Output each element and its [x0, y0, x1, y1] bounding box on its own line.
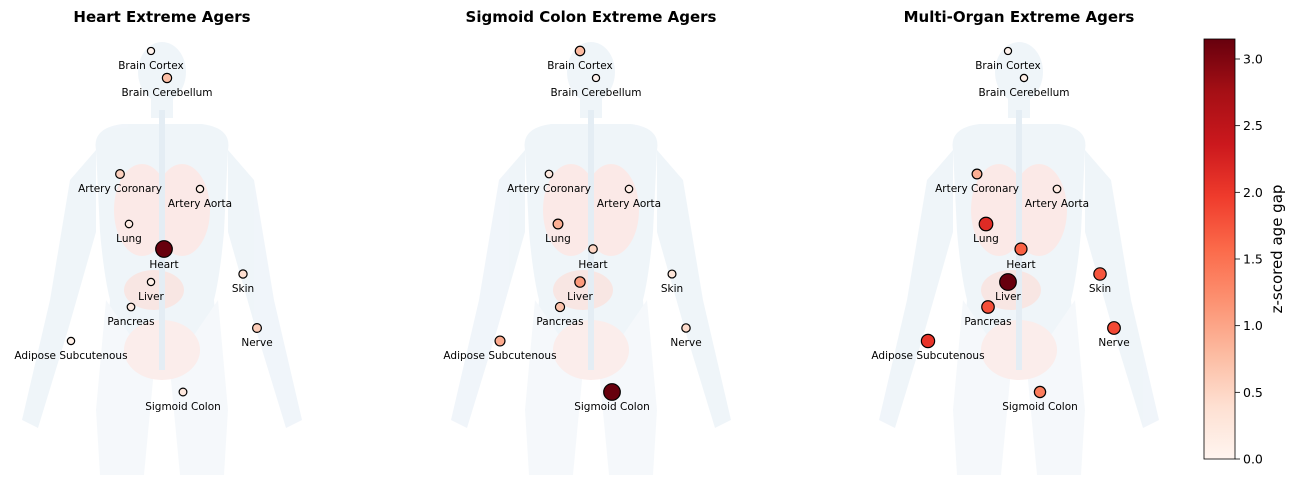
organ-marker-artery-coronary: [115, 169, 125, 179]
organ-label-skin: Skin: [232, 283, 254, 295]
organ-label-brain-cortex: Brain Cortex: [118, 60, 184, 72]
colorbar: 0.0 0.5 1.0 1.5 2.0 2.5 3.0 z-scored age gap: [1203, 38, 1286, 467]
organ-marker-liver: [999, 273, 1017, 291]
colorbar-tick-label: 0.0: [1243, 452, 1263, 467]
organ-label-heart: Heart: [578, 259, 607, 271]
organ-label-adipose-subcutenous: Adipose Subcutenous: [14, 350, 127, 362]
organ-markers: Brain Cortex Brain Cerebellum Artery Coron…: [443, 45, 702, 413]
organ-marker-nerve: [1107, 321, 1121, 335]
organ-label-lung: Lung: [116, 233, 142, 245]
colorbar-tick-label: 2.0: [1243, 185, 1263, 200]
organ-label-brain-cerebellum: Brain Cerebellum: [121, 87, 212, 99]
body-silhouette: [22, 42, 302, 475]
organ-marker-brain-cerebellum: [591, 73, 601, 83]
organ-marker-artery-aorta: [1052, 184, 1062, 194]
organ-marker-brain-cerebellum: [161, 72, 173, 84]
organ-label-nerve: Nerve: [1098, 337, 1129, 349]
organ-marker-pancreas: [981, 300, 995, 314]
colorbar-tick-label: 3.0: [1243, 52, 1263, 67]
organ-marker-liver: [574, 276, 586, 288]
organ-marker-lung: [978, 216, 994, 232]
organ-label-adipose-subcutenous: Adipose Subcutenous: [443, 350, 556, 362]
organ-label-nerve: Nerve: [670, 337, 701, 349]
organ-markers: Brain Cortex Brain Cerebellum Artery Coron…: [14, 46, 273, 413]
organ-label-sigmoid-colon: Sigmoid Colon: [1002, 401, 1078, 413]
colorbar-gradient: [1203, 38, 1236, 460]
panel-title: Heart Extreme Agers: [73, 8, 250, 26]
organ-marker-skin: [1093, 267, 1107, 281]
organ-markers: Brain Cortex Brain Cerebellum Artery Coron…: [871, 46, 1130, 413]
organ-marker-lung: [124, 219, 134, 229]
organ-label-artery-aorta: Artery Aorta: [1025, 198, 1089, 210]
colorbar-tick-label: 1.5: [1243, 252, 1263, 267]
colorbar-tick-label: 0.5: [1243, 385, 1263, 400]
organ-marker-skin: [238, 269, 248, 279]
panel-title: Sigmoid Colon Extreme Agers: [466, 8, 717, 26]
organ-marker-heart: [155, 240, 173, 258]
organ-label-brain-cerebellum: Brain Cerebellum: [978, 87, 1069, 99]
organ-label-brain-cortex: Brain Cortex: [547, 60, 613, 72]
organ-label-brain-cerebellum: Brain Cerebellum: [550, 87, 641, 99]
organ-marker-pancreas: [126, 302, 136, 312]
organ-label-liver: Liver: [567, 291, 593, 303]
organ-marker-sigmoid-colon: [603, 383, 621, 401]
organ-marker-adipose-subcutenous: [494, 335, 506, 347]
organ-label-artery-coronary: Artery Coronary: [78, 183, 162, 195]
organ-label-nerve: Nerve: [241, 337, 272, 349]
organ-marker-brain-cortex: [574, 45, 586, 57]
organ-label-lung: Lung: [973, 233, 999, 245]
organ-label-pancreas: Pancreas: [536, 316, 583, 328]
body-silhouette: [451, 42, 731, 475]
colorbar-label: z-scored age gap: [1268, 185, 1286, 314]
organ-label-pancreas: Pancreas: [107, 316, 154, 328]
organ-label-artery-aorta: Artery Aorta: [597, 198, 661, 210]
colorbar-ticks: 0.0 0.5 1.0 1.5 2.0 2.5 3.0: [1235, 52, 1263, 467]
organ-label-lung: Lung: [545, 233, 571, 245]
organ-label-liver: Liver: [138, 291, 164, 303]
organ-label-sigmoid-colon: Sigmoid Colon: [145, 401, 221, 413]
organ-marker-adipose-subcutenous: [920, 333, 936, 349]
organ-marker-artery-aorta: [624, 184, 634, 194]
organ-marker-pancreas: [554, 301, 566, 313]
organ-marker-skin: [667, 269, 677, 279]
organ-label-skin: Skin: [661, 283, 683, 295]
organ-marker-nerve: [681, 323, 691, 333]
organ-marker-nerve: [251, 322, 263, 334]
organ-label-heart: Heart: [1006, 259, 1035, 271]
organ-marker-artery-coronary: [544, 169, 554, 179]
organ-marker-brain-cortex: [1003, 46, 1013, 56]
organ-label-artery-coronary: Artery Coronary: [507, 183, 591, 195]
organ-marker-artery-aorta: [195, 184, 205, 194]
panel-heart-extreme-agers: Heart Extreme Agers Brain Cortex Brain Ce…: [14, 8, 302, 475]
organ-marker-liver: [146, 277, 156, 287]
organ-marker-sigmoid-colon: [1033, 385, 1047, 399]
organ-marker-artery-coronary: [971, 168, 983, 180]
organ-marker-brain-cerebellum: [1019, 73, 1029, 83]
organ-marker-sigmoid-colon: [178, 387, 188, 397]
colorbar-tick-label: 1.0: [1243, 318, 1263, 333]
organ-label-brain-cortex: Brain Cortex: [975, 60, 1041, 72]
organ-label-artery-coronary: Artery Coronary: [935, 183, 1019, 195]
organ-marker-adipose-subcutenous: [66, 336, 76, 346]
organ-label-pancreas: Pancreas: [964, 316, 1011, 328]
panel-sigmoid-colon-extreme-agers: Sigmoid Colon Extreme Agers Brain Cortex…: [443, 8, 731, 475]
panel-multi-organ-extreme-agers: Multi-Organ Extreme Agers Brain CortexBr…: [871, 8, 1159, 475]
organ-label-heart: Heart: [149, 259, 178, 271]
panel-title: Multi-Organ Extreme Agers: [904, 8, 1135, 26]
organ-label-sigmoid-colon: Sigmoid Colon: [574, 401, 650, 413]
organ-marker-heart: [588, 244, 598, 254]
body-silhouette: [879, 42, 1159, 475]
organ-marker-heart: [1014, 242, 1028, 256]
organ-marker-lung: [552, 218, 564, 230]
organ-label-artery-aorta: Artery Aorta: [168, 198, 232, 210]
organ-label-skin: Skin: [1089, 283, 1111, 295]
organ-label-liver: Liver: [995, 291, 1021, 303]
colorbar-tick-label: 2.5: [1243, 118, 1263, 133]
organ-label-adipose-subcutenous: Adipose Subcutenous: [871, 350, 984, 362]
organ-marker-brain-cortex: [146, 46, 156, 56]
